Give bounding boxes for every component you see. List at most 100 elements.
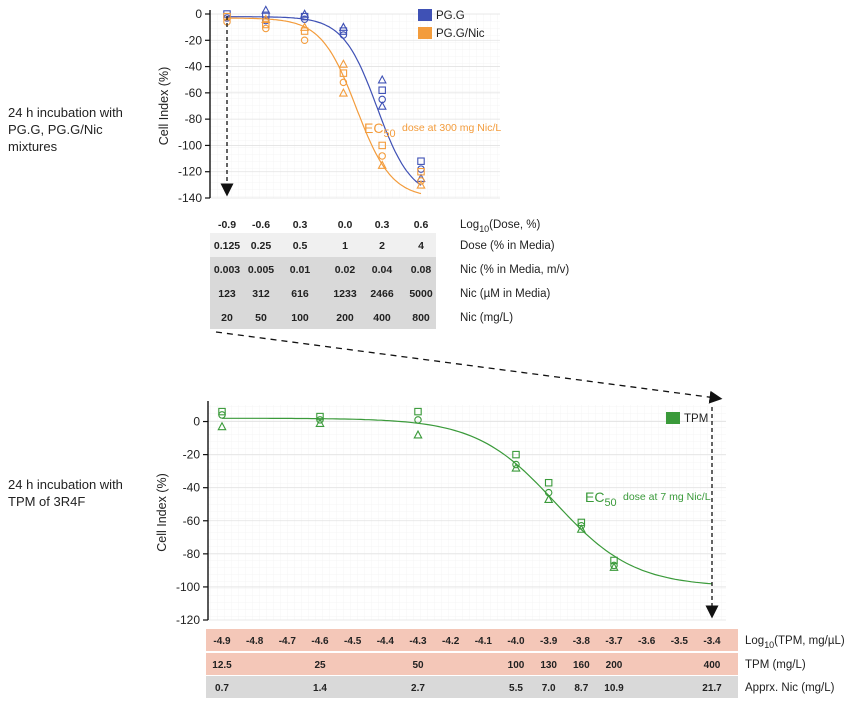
data-point (316, 416, 324, 424)
table-row-label: Nic (µM in Media) (460, 288, 551, 300)
table-row-background (210, 212, 436, 236)
connector-arrow (215, 331, 723, 404)
table-cell: 123 (218, 288, 236, 300)
data-point (378, 86, 386, 94)
table-cell: 0.5 (293, 240, 308, 252)
y-tick-label: 0 (195, 7, 202, 21)
table-cell: 2 (379, 240, 385, 252)
table-cell: 0.08 (411, 264, 432, 276)
dose-response-chart-tpm: 0 -20 -40 -60 -80 -100 -120 Cell Index (%) TPM EC… (155, 401, 845, 698)
table-cell: 160 (573, 660, 590, 671)
table-cell: 50 (412, 660, 424, 671)
table-cell: 0.125 (214, 240, 240, 252)
table-cell: 50 (255, 312, 267, 324)
data-point (413, 429, 423, 439)
table-cell: 0.7 (215, 683, 229, 694)
table-row-label: Nic (mg/L) (460, 312, 513, 324)
data-point (417, 177, 425, 185)
table-cell: 7.0 (542, 683, 556, 694)
y-tick-label: -120 (176, 613, 200, 627)
table-row-background (210, 305, 436, 329)
ec50-label: EC50 (585, 489, 617, 509)
data-point (417, 167, 425, 176)
top-label-line-1: 24 h incubation with (8, 105, 123, 120)
table-cell: 200 (606, 660, 623, 671)
table-cell: -4.1 (475, 636, 493, 647)
table-row-background (206, 653, 738, 675)
table-cell: 0.04 (372, 264, 393, 276)
y-tick-label: -100 (176, 580, 200, 594)
table-cell: 400 (373, 312, 391, 324)
plot-grid (208, 405, 726, 620)
data-point (609, 562, 619, 571)
y-tick-label: -20 (185, 33, 203, 47)
data-point (217, 421, 227, 431)
table-cell: -4.2 (442, 636, 460, 647)
fit-curve-pg-g-nic (227, 17, 422, 195)
data-point (544, 478, 553, 487)
ec50-annotation: dose at 300 mg Nic/L (402, 122, 501, 134)
table-cell: 0.02 (335, 264, 356, 276)
table-row-background (210, 233, 436, 257)
table-cell: 800 (412, 312, 430, 324)
zoom-connector-arrows (215, 331, 723, 404)
data-point (218, 411, 226, 419)
table-cell: -0.9 (218, 219, 236, 231)
bottom-experiment-label: 24 h incubation with TPM of 3R4F (8, 476, 158, 510)
table-cell: 312 (252, 288, 270, 300)
table-cell: 5.5 (509, 683, 523, 694)
table-row-background (210, 257, 436, 281)
table-row-label: Dose (% in Media) (460, 240, 555, 252)
table-cell: 0.005 (248, 264, 274, 276)
data-point (300, 36, 309, 45)
data-point (339, 78, 348, 87)
data-point (417, 157, 425, 165)
data-point (377, 74, 387, 84)
data-point (377, 101, 387, 110)
bottom-label-line-1: 24 h incubation with (8, 477, 123, 492)
table-cell: 8.7 (574, 683, 588, 694)
table-cell: 25 (314, 660, 326, 671)
data-point (299, 22, 310, 31)
table-cell: 2.7 (411, 683, 425, 694)
table-cell: -4.0 (507, 636, 525, 647)
top-label-line-3: mixtures (8, 139, 58, 154)
table-cell: 1.4 (313, 683, 327, 694)
legend-swatch (418, 27, 432, 39)
table-cell: 5000 (409, 288, 433, 300)
table-cell: 12.5 (212, 660, 232, 671)
table-cell: 20 (221, 312, 233, 324)
data-point (544, 494, 554, 504)
table-cell: 2466 (370, 288, 394, 300)
legend-label: TPM (684, 413, 708, 425)
data-point (338, 87, 349, 97)
table-cell: 4 (418, 240, 424, 252)
top-label-line-2: PG.G, PG.G/Nic (8, 122, 103, 137)
data-point (339, 31, 348, 39)
table-row-label: Log10(Dose, %) (460, 219, 540, 234)
table-row-background (206, 676, 738, 698)
table-cell: 200 (336, 312, 354, 324)
table-cell: -3.8 (573, 636, 591, 647)
data-point (414, 407, 422, 416)
table-cell: 0.6 (414, 219, 429, 231)
table-cell: 0.25 (251, 240, 272, 252)
y-tick-label: -140 (178, 191, 202, 205)
table-cell: 616 (291, 288, 309, 300)
data-point (512, 450, 520, 459)
y-tick-label: -80 (185, 112, 203, 126)
table-row-background (210, 281, 436, 305)
table-cell: 400 (704, 660, 721, 671)
table-cell: 0.0 (338, 219, 353, 231)
fit-curve-pg-g (227, 16, 422, 186)
data-point (576, 524, 586, 533)
table-row-label: TPM (mg/L) (745, 659, 806, 671)
table-cell: 130 (540, 660, 557, 671)
table-cell: 21.7 (702, 683, 722, 694)
data-point (512, 460, 520, 469)
data-point (262, 20, 270, 29)
y-tick-label: -60 (183, 514, 201, 528)
table-cell: -4.3 (409, 636, 427, 647)
table-cell: -4.4 (377, 636, 395, 647)
